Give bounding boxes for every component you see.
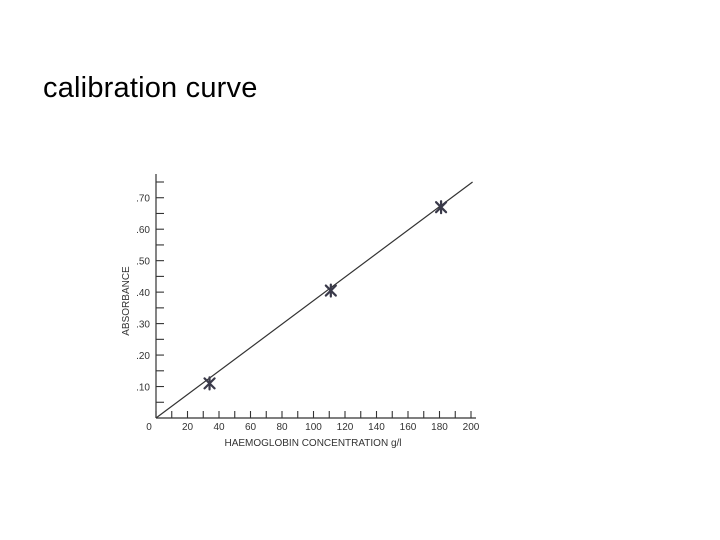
- x-tick-label: 100: [305, 422, 322, 433]
- calibration-line: [155, 181, 473, 419]
- y-tick-label: .70: [136, 194, 150, 205]
- x-tick-label: 60: [245, 422, 257, 433]
- axes: [155, 174, 476, 419]
- x-tick-label: 140: [368, 422, 385, 433]
- x-tick-label: 80: [276, 422, 288, 433]
- y-tick-label: .10: [136, 383, 150, 394]
- slide-title: calibration curve: [43, 72, 258, 104]
- y-tick-label: .50: [136, 257, 150, 268]
- x-tick-label: 20: [182, 422, 194, 433]
- x-axis-title: HAEMOGLOBIN CONCENTRATION g/l: [224, 438, 401, 449]
- x-tick-label: 120: [337, 422, 354, 433]
- y-axis-title: ABSORBANCE: [121, 266, 132, 336]
- data-point: [324, 283, 337, 298]
- data-point: [434, 200, 448, 215]
- y-axis-ticks: .10 .20 .30 .40 .50 .60 .70: [136, 181, 164, 403]
- x-tick-label: 160: [400, 422, 417, 433]
- x-tick-label: 200: [463, 422, 480, 433]
- x-tick-label: 180: [431, 422, 448, 433]
- x-tick-label: 0: [146, 422, 152, 433]
- x-axis-ticks: 0 20 40 60 80 100 120 140 160 180 200: [146, 411, 480, 433]
- data-point: [203, 376, 216, 391]
- data-points: [203, 200, 448, 391]
- y-tick-label: .40: [136, 288, 150, 299]
- y-tick-label: .30: [136, 320, 150, 331]
- x-tick-label: 40: [213, 422, 225, 433]
- calibration-line-group: [155, 181, 473, 419]
- y-tick-label: .20: [136, 351, 150, 362]
- y-tick-label: .60: [136, 225, 150, 236]
